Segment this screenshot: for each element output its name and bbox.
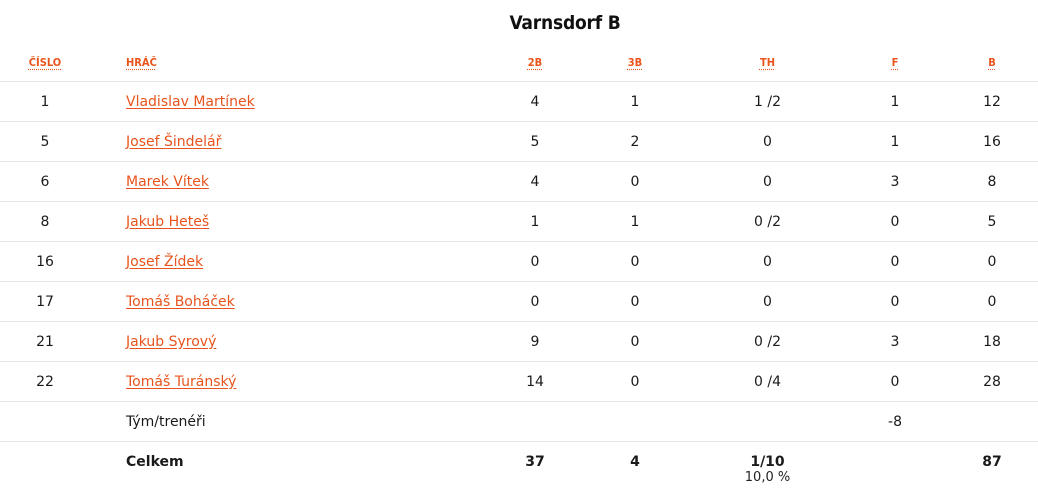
two-pointers-cell: 0 [530,293,540,310]
header-player[interactable]: HRÁČ [126,56,157,69]
header-points[interactable]: B [988,56,996,69]
player-number: 1 [40,93,50,110]
fouls-cell: 3 [890,333,900,350]
totals-row: Celkem 37 4 1/10 87 10,0 % [0,442,1038,485]
player-number: 21 [36,333,54,350]
totals-label: Celkem [126,454,184,470]
table-row: 22 Tomáš Turánský 14 0 0 /4 0 28 [0,362,1038,402]
free-throws-cell: 0 /2 [754,333,781,350]
header-two-pointers[interactable]: 2B [527,56,543,69]
header-three-pointers[interactable]: 3B [627,56,643,69]
two-pointers-cell: 9 [530,333,540,350]
free-throws-cell: 0 [763,293,772,310]
free-throws-cell: 0 [763,253,772,270]
player-link[interactable]: Marek Vítek [126,173,209,190]
player-link[interactable]: Vladislav Martínek [126,93,255,110]
three-pointers-cell: 0 [630,333,640,350]
free-throws-cell: 1 /2 [754,93,781,110]
free-throws-cell: 0 [763,173,772,190]
player-number: 6 [40,173,50,190]
free-throws-cell: 0 /4 [754,373,781,390]
two-pointers-cell: 0 [530,253,540,270]
player-stats-table: ČÍSLO HRÁČ 2B 3B TH F B 1 Vladislav Mart… [0,44,1038,485]
points-cell: 16 [983,133,1001,150]
table-row: 21 Jakub Syrový 9 0 0 /2 3 18 [0,322,1038,362]
fouls-cell: 3 [890,173,900,190]
three-pointers-cell: 0 [630,293,640,310]
player-number: 16 [36,253,54,270]
points-cell: 8 [987,173,997,190]
three-pointers-cell: 1 [630,93,640,110]
player-number: 22 [36,373,54,390]
header-number[interactable]: ČÍSLO [28,56,62,69]
team-coaches-label: Tým/trenéři [126,413,206,430]
three-pointers-cell: 0 [630,173,640,190]
points-cell: 0 [987,293,997,310]
player-link[interactable]: Jakub Syrový [126,333,217,350]
table-row: 17 Tomáš Boháček 0 0 0 0 0 [0,282,1038,322]
free-throws-cell: 0 [763,133,772,150]
table-row: 8 Jakub Heteš 1 1 0 /2 0 5 [0,202,1038,242]
three-pointers-cell: 0 [630,373,640,390]
table-row: 6 Marek Vítek 4 0 0 3 8 [0,162,1038,202]
fouls-cell: 0 [890,293,900,310]
team-coaches-row: Tým/trenéři -8 [0,402,1038,442]
player-link[interactable]: Tomáš Turánský [126,373,237,390]
three-pointers-cell: 0 [630,253,640,270]
fouls-cell: 0 [890,373,900,390]
points-cell: 5 [987,213,997,230]
points-cell: 12 [983,93,1001,110]
free-throw-percentage: 10,0 % [744,470,791,485]
player-link[interactable]: Josef Žídek [126,253,204,270]
player-number: 8 [40,213,50,230]
fouls-cell: 0 [890,213,900,230]
team-fouls-cell: -8 [888,413,902,430]
two-pointers-cell: 4 [530,93,540,110]
table-row: 1 Vladislav Martínek 4 1 1 /2 1 12 [0,82,1038,122]
total-points: 87 [982,454,1002,470]
two-pointers-cell: 4 [530,173,540,190]
header-free-throws[interactable]: TH [759,56,776,69]
table-header-row: ČÍSLO HRÁČ 2B 3B TH F B [0,44,1038,82]
total-two-pointers: 37 [525,454,545,470]
player-link[interactable]: Josef Šindelář [126,133,222,150]
points-cell: 0 [987,253,997,270]
header-fouls[interactable]: F [891,56,899,69]
two-pointers-cell: 5 [530,133,540,150]
fouls-cell: 0 [890,253,900,270]
points-cell: 18 [983,333,1001,350]
total-free-throws: 1/10 [750,454,785,470]
two-pointers-cell: 1 [530,213,540,230]
fouls-cell: 1 [890,133,900,150]
three-pointers-cell: 2 [630,133,640,150]
player-link[interactable]: Jakub Heteš [126,213,210,230]
points-cell: 28 [983,373,1001,390]
player-link[interactable]: Tomáš Boháček [126,293,235,310]
free-throws-cell: 0 /2 [754,213,781,230]
fouls-cell: 1 [890,93,900,110]
player-number: 17 [36,293,54,310]
table-row: 5 Josef Šindelář 5 2 0 1 16 [0,122,1038,162]
table-row: 16 Josef Žídek 0 0 0 0 0 [0,242,1038,282]
total-three-pointers: 4 [630,454,640,470]
team-title: Varnsdorf B [509,12,621,34]
player-number: 5 [40,133,50,150]
two-pointers-cell: 14 [526,373,544,390]
three-pointers-cell: 1 [630,213,640,230]
